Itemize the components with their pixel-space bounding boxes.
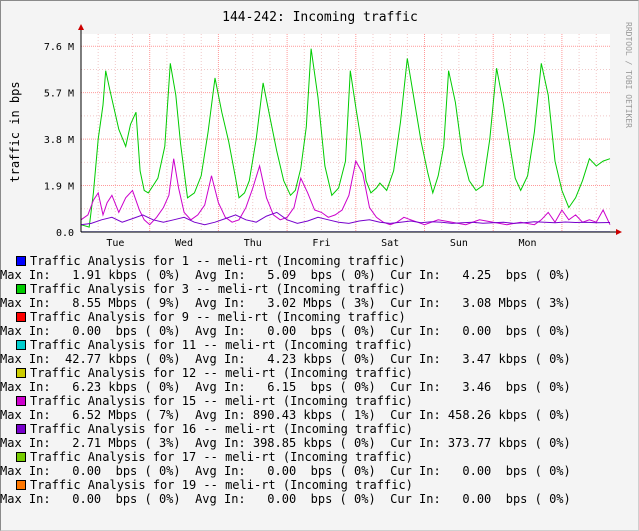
legend-stats: Max In: 8.55 Mbps ( 9%) Avg In: 3.02 Mbp… xyxy=(0,296,571,310)
x-tick-label: Tue xyxy=(106,238,124,249)
y-tick-label: 0.0 xyxy=(56,228,74,239)
y-tick-label: 5.7 M xyxy=(44,89,74,100)
grid xyxy=(80,34,610,232)
legend-stats: Max In: 0.00 bps ( 0%) Avg In: 0.00 bps … xyxy=(0,324,571,338)
x-tick-label: Thu xyxy=(244,238,262,249)
axes xyxy=(78,24,622,235)
legend: Traffic Analysis for 1 -- meli-rt (Incom… xyxy=(0,254,571,506)
y-tick-label: 3.8 M xyxy=(44,135,74,146)
legend-swatch xyxy=(16,368,26,378)
legend-stats: Max In: 6.52 Mbps ( 7%) Avg In: 890.43 k… xyxy=(0,408,571,422)
legend-swatch xyxy=(16,396,26,406)
series-line-0 xyxy=(80,48,611,228)
traffic-chart: 144-242: Incoming traffic traffic in bps… xyxy=(8,10,633,249)
legend-label: Traffic Analysis for 11 -- meli-rt (Inco… xyxy=(30,338,413,352)
series-line-2 xyxy=(80,211,611,226)
x-tick-label: Sun xyxy=(450,238,468,249)
legend-label: Traffic Analysis for 3 -- meli-rt (Incom… xyxy=(30,282,406,296)
legend-entry: Traffic Analysis for 3 -- meli-rt (Incom… xyxy=(16,282,571,296)
tick-labels: 0.0 1.9 M 3.8 M 5.7 M 7.6 M Tue Wed Thu Fri Sat Su… xyxy=(44,42,537,249)
legend-stats: Max In: 42.77 kbps ( 0%) Avg In: 4.23 kb… xyxy=(0,352,571,366)
y-axis-arrow xyxy=(78,24,84,30)
x-tick-label: Wed xyxy=(175,238,193,249)
legend-entry: Traffic Analysis for 11 -- meli-rt (Inco… xyxy=(16,338,571,352)
rrdtool-watermark: RRDTOOL / TOBI OETIKER xyxy=(624,22,633,128)
legend-entry: Traffic Analysis for 16 -- meli-rt (Inco… xyxy=(16,422,571,436)
legend-entry: Traffic Analysis for 12 -- meli-rt (Inco… xyxy=(16,366,571,380)
x-axis-arrow xyxy=(616,229,622,235)
x-tick-label: Fri xyxy=(312,238,330,249)
legend-stats: Max In: 0.00 bps ( 0%) Avg In: 0.00 bps … xyxy=(0,492,571,506)
legend-label: Traffic Analysis for 19 -- meli-rt (Inco… xyxy=(30,478,413,492)
legend-entry: Traffic Analysis for 1 -- meli-rt (Incom… xyxy=(16,254,571,268)
legend-label: Traffic Analysis for 16 -- meli-rt (Inco… xyxy=(30,422,413,436)
plot-background xyxy=(81,34,610,232)
legend-stats: Max In: 0.00 bps ( 0%) Avg In: 0.00 bps … xyxy=(0,464,571,478)
legend-entry: Traffic Analysis for 15 -- meli-rt (Inco… xyxy=(16,394,571,408)
y-tick-label: 1.9 M xyxy=(44,182,74,193)
y-tick-label: 7.6 M xyxy=(44,42,74,53)
legend-swatch xyxy=(16,424,26,434)
legend-entry: Traffic Analysis for 9 -- meli-rt (Incom… xyxy=(16,310,571,324)
legend-swatch xyxy=(16,452,26,462)
legend-swatch xyxy=(16,284,26,294)
series-line-1 xyxy=(80,158,611,226)
chart-title: 144-242: Incoming traffic xyxy=(222,10,418,25)
y-axis-label: traffic in bps xyxy=(8,81,22,182)
legend-swatch xyxy=(16,312,26,322)
legend-swatch xyxy=(16,256,26,266)
legend-label: Traffic Analysis for 15 -- meli-rt (Inco… xyxy=(30,394,413,408)
x-tick-label: Sat xyxy=(381,238,399,249)
legend-stats: Max In: 6.23 kbps ( 0%) Avg In: 6.15 bps… xyxy=(0,380,571,394)
legend-swatch xyxy=(16,480,26,490)
legend-stats: Max In: 1.91 kbps ( 0%) Avg In: 5.09 bps… xyxy=(0,268,571,282)
x-tick-label: Mon xyxy=(519,238,537,249)
legend-stats: Max In: 2.71 Mbps ( 3%) Avg In: 398.85 k… xyxy=(0,436,571,450)
legend-label: Traffic Analysis for 9 -- meli-rt (Incom… xyxy=(30,310,406,324)
legend-entry: Traffic Analysis for 19 -- meli-rt (Inco… xyxy=(16,478,571,492)
legend-swatch xyxy=(16,340,26,350)
legend-label: Traffic Analysis for 1 -- meli-rt (Incom… xyxy=(30,254,406,268)
legend-entry: Traffic Analysis for 17 -- meli-rt (Inco… xyxy=(16,450,571,464)
legend-label: Traffic Analysis for 12 -- meli-rt (Inco… xyxy=(30,366,413,380)
legend-label: Traffic Analysis for 17 -- meli-rt (Inco… xyxy=(30,450,413,464)
